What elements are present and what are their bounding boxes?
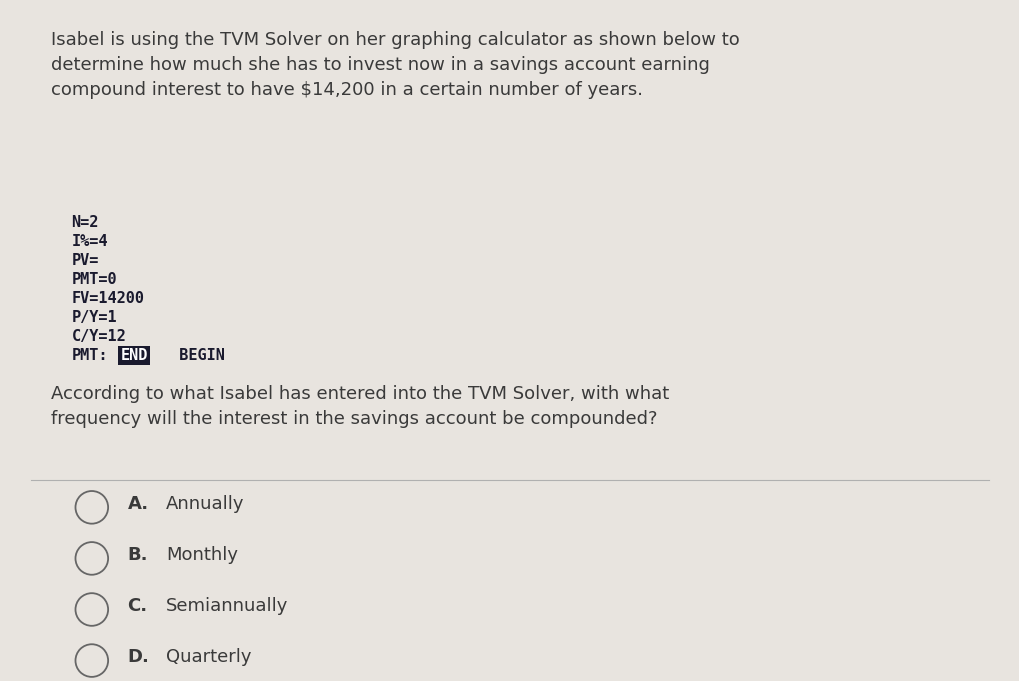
Text: BEGIN: BEGIN xyxy=(161,348,225,363)
Text: D.: D. xyxy=(127,648,149,666)
Text: Isabel is using the TVM Solver on her graphing calculator as shown below to
dete: Isabel is using the TVM Solver on her gr… xyxy=(51,31,739,99)
Text: A.: A. xyxy=(127,495,149,513)
Text: Semiannually: Semiannually xyxy=(166,597,288,615)
Text: PMT=0: PMT=0 xyxy=(71,272,117,287)
Text: Annually: Annually xyxy=(166,495,245,513)
Text: Quarterly: Quarterly xyxy=(166,648,252,666)
Text: I%=4: I%=4 xyxy=(71,234,108,249)
Text: P/Y=1: P/Y=1 xyxy=(71,310,117,325)
Text: B.: B. xyxy=(127,546,148,564)
Text: N=2: N=2 xyxy=(71,215,99,229)
Text: FV=14200: FV=14200 xyxy=(71,291,145,306)
Text: PMT:: PMT: xyxy=(71,348,108,363)
Text: END: END xyxy=(120,348,148,363)
Text: C.: C. xyxy=(127,597,148,615)
Text: Monthly: Monthly xyxy=(166,546,238,564)
Text: PV=: PV= xyxy=(71,253,99,268)
Text: C/Y=12: C/Y=12 xyxy=(71,329,126,344)
Text: According to what Isabel has entered into the TVM Solver, with what
frequency wi: According to what Isabel has entered int… xyxy=(51,385,668,428)
